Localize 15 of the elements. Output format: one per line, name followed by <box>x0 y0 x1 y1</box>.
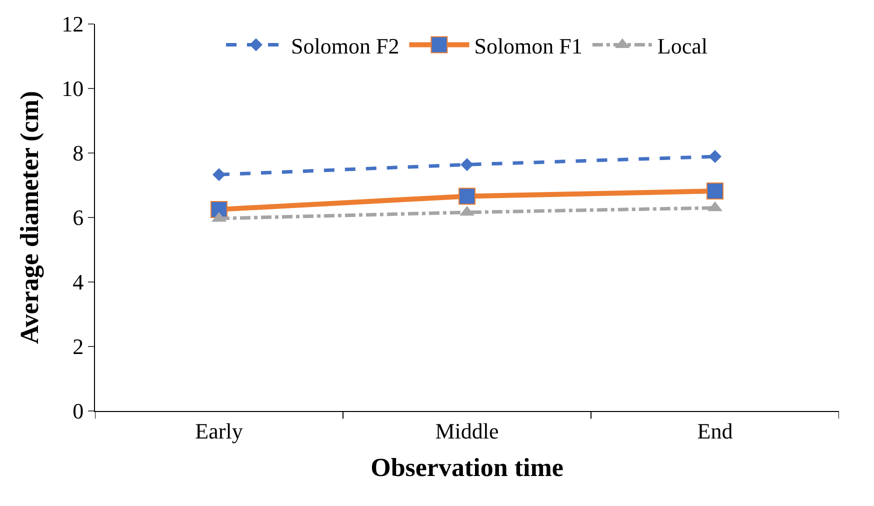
y-tick-label: 6 <box>72 205 84 230</box>
x-tick-label: Early <box>195 418 243 444</box>
y-tick-label: 0 <box>72 398 84 424</box>
y-tick-label: 12 <box>62 12 84 37</box>
x-axis-title: Observation time <box>370 453 564 482</box>
y-tick-label: 8 <box>72 140 84 166</box>
legend-label: Solomon F1 <box>474 33 582 58</box>
x-tick-label: Middle <box>435 418 499 444</box>
y-tick-label: 10 <box>62 76 84 102</box>
y-axis-title: Average diameter (cm) <box>15 90 44 344</box>
x-tick-label: End <box>697 418 733 444</box>
legend-label: Solomon F2 <box>291 33 400 58</box>
legend-label: Local <box>657 33 708 58</box>
y-tick-label: 2 <box>72 334 84 360</box>
y-tick-label: 4 <box>72 270 84 295</box>
